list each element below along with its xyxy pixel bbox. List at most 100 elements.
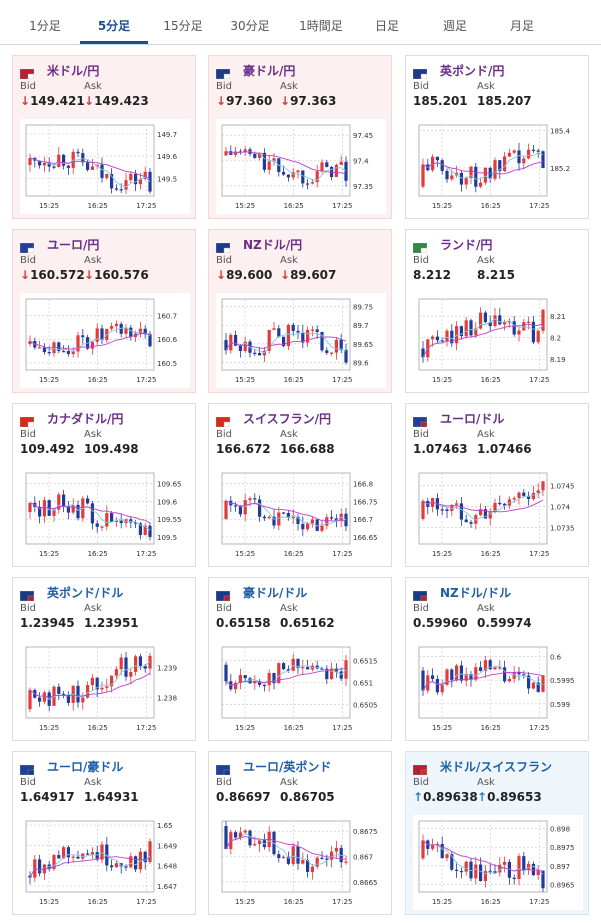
tab-1min[interactable]: 1分足 <box>29 19 61 33</box>
pair-link[interactable]: カナダドル/円 <box>47 412 124 426</box>
currency-card[interactable]: ユーロ/豪ドル Bid Ask 1.64917 1.64931 1.65 1.649 1.64… <box>12 751 196 915</box>
candle-body <box>474 515 478 524</box>
candle-body <box>234 151 238 155</box>
pair-link[interactable]: NZドル/ドル <box>440 586 512 600</box>
currency-card[interactable]: 米ドル/スイスフラン Bid Ask ↑0.89638 ↑0.89653 0.898 0.8… <box>405 751 589 915</box>
x-tick-label: 17:25 <box>332 550 352 558</box>
currency-card[interactable]: 米ドル/円 Bid Ask ↓149.421 ↓149.423 149.7 149.6 149… <box>12 55 196 219</box>
candle-body <box>306 860 310 872</box>
tab-daily[interactable]: 日足 <box>374 19 399 33</box>
pair-link[interactable]: 豪ドル/円 <box>243 64 296 78</box>
candle-body <box>129 173 133 181</box>
mini-chart[interactable]: 0.8675 0.867 0.8665 15:25 16:25 17:25 <box>216 815 386 910</box>
currency-card[interactable]: 豪ドル/ドル Bid Ask 0.65158 0.65162 0.6515 0.651 0.6… <box>208 577 392 741</box>
pair-link[interactable]: 米ドル/円 <box>47 64 100 78</box>
pair-link[interactable]: ユーロ/円 <box>47 238 100 252</box>
pair-link[interactable]: ユーロ/英ポンド <box>243 760 332 774</box>
candle-body <box>110 173 114 189</box>
pair-link[interactable]: スイスフラン/円 <box>243 412 332 426</box>
pair-link[interactable]: NZドル/円 <box>243 238 303 252</box>
mini-chart[interactable]: 109.65 109.6 109.55 109.5 15:25 16:25 17:25 <box>20 467 190 562</box>
candle-body <box>243 675 247 679</box>
candle-body <box>90 166 94 170</box>
candle-body <box>143 666 147 669</box>
currency-card[interactable]: 英ポンド/円 Bid Ask 185.201 185.207 185.4 185.2 15:2… <box>405 55 589 219</box>
currency-card[interactable]: 英ポンド/ドル Bid Ask 1.23945 1.23951 1.239 1.238 15:… <box>12 577 196 741</box>
ask-value: 1.07466 <box>477 442 532 456</box>
ma-long-line <box>422 840 544 873</box>
mini-chart[interactable]: 166.8 166.75 166.7 166.65 15:25 16:25 17:25 <box>216 467 386 562</box>
candle-body <box>459 172 463 185</box>
mini-chart[interactable]: 0.898 0.8975 0.897 0.8965 15:25 16:25 17:25 <box>413 815 583 910</box>
mini-chart[interactable]: 185.4 185.2 15:25 16:25 17:25 <box>413 119 583 214</box>
currency-card[interactable]: ランド/円 Bid Ask 8.212 8.215 8.21 8.2 8.19 15:25 16:… <box>405 229 589 393</box>
candle-body <box>110 326 114 329</box>
candle-body <box>262 152 266 170</box>
candle-body <box>86 853 90 855</box>
pair-link[interactable]: ユーロ/豪ドル <box>47 760 124 774</box>
ma-short-line <box>225 500 347 527</box>
pair-link[interactable]: ユーロ/ドル <box>440 412 505 426</box>
candle-body <box>282 512 286 514</box>
mini-chart[interactable]: 89.75 89.7 89.65 89.6 15:25 16:25 17:25 <box>216 293 386 388</box>
candle-body <box>541 675 545 692</box>
currency-card[interactable]: ユーロ/ドル Bid Ask 1.07463 1.07466 1.0745 1.074 1.0… <box>405 403 589 567</box>
plot-frame <box>418 124 548 197</box>
candle-body <box>86 498 90 504</box>
x-tick-label: 16:25 <box>284 550 304 558</box>
tab-30min[interactable]: 30分足 <box>230 19 270 33</box>
pair-link[interactable]: 英ポンド/ドル <box>47 586 124 600</box>
pair-link[interactable]: 英ポンド/円 <box>440 64 505 78</box>
x-tick-label: 15:25 <box>432 202 452 210</box>
tab-1hour[interactable]: 1時間足 <box>299 19 343 33</box>
bid-value: 166.672 <box>216 442 271 456</box>
mini-chart[interactable]: 0.6 0.5995 0.599 15:25 16:25 17:25 <box>413 641 583 736</box>
candle-body <box>258 840 262 845</box>
x-tick-label: 17:25 <box>332 202 352 210</box>
candle-body <box>445 669 449 685</box>
arrow-up-icon: ↑ <box>477 790 488 804</box>
pair-link[interactable]: ランド/円 <box>440 238 493 252</box>
mini-chart[interactable]: 1.65 1.649 1.648 1.647 15:25 16:25 17:25 <box>20 815 190 910</box>
y-tick-label: 97.35 <box>353 183 373 191</box>
currency-card[interactable]: カナダドル/円 Bid Ask 109.492 109.498 109.65 109.6 10… <box>12 403 196 567</box>
mini-chart[interactable]: 160.7 160.6 160.5 15:25 16:25 17:25 <box>20 293 190 388</box>
candle-body <box>57 686 61 694</box>
ma-short-line <box>29 852 151 878</box>
candle-body <box>306 329 310 343</box>
candle-body <box>310 329 314 331</box>
currency-card[interactable]: ユーロ/英ポンド Bid Ask 0.86697 0.86705 0.8675 0.867 0… <box>208 751 392 915</box>
mini-chart[interactable]: 1.239 1.238 15:25 16:25 17:25 <box>20 641 190 736</box>
mini-chart[interactable]: 0.6515 0.651 0.6505 15:25 16:25 17:25 <box>216 641 386 736</box>
candle-body <box>76 504 80 519</box>
mini-chart[interactable]: 1.0745 1.074 1.0735 15:25 16:25 17:25 <box>413 467 583 562</box>
currency-card[interactable]: スイスフラン/円 Bid Ask 166.672 166.688 166.8 166.75 1… <box>208 403 392 567</box>
currency-card[interactable]: ユーロ/円 Bid Ask ↓160.572 ↓160.576 160.7 160.6 160… <box>12 229 196 393</box>
tab-monthly[interactable]: 月足 <box>509 19 534 33</box>
pair-link[interactable]: 米ドル/スイスフラン <box>440 760 553 774</box>
tab-5min[interactable]: 5分足 <box>80 0 148 44</box>
mini-chart[interactable]: 8.21 8.2 8.19 15:25 16:25 17:25 <box>413 293 583 388</box>
candle-body <box>445 509 449 511</box>
x-tick-label: 17:25 <box>136 898 156 906</box>
y-tick-label: 1.238 <box>157 694 177 702</box>
candle-body <box>301 332 305 343</box>
x-tick-label: 15:25 <box>432 898 452 906</box>
currency-card[interactable]: NZドル/円 Bid Ask ↓89.600 ↓89.607 89.75 89.7 89.65… <box>208 229 392 393</box>
y-tick-label: 0.8965 <box>550 882 575 890</box>
candle-body <box>71 856 75 858</box>
ask-label: Ask <box>84 777 102 788</box>
y-tick-label: 149.7 <box>157 131 177 139</box>
tab-15min[interactable]: 15分足 <box>163 19 203 33</box>
candle-body <box>243 500 247 515</box>
candlestick-chart: 166.8 166.75 166.7 166.65 15:25 16:25 17:25 <box>221 472 378 558</box>
currency-card[interactable]: 豪ドル/円 Bid Ask ↓97.360 ↓97.363 97.45 97.4 97.35 1… <box>208 55 392 219</box>
currency-card[interactable]: NZドル/ドル Bid Ask 0.59960 0.59974 0.6 0.5995 0.59… <box>405 577 589 741</box>
x-tick-label: 15:25 <box>39 898 59 906</box>
ask-label: Ask <box>280 777 298 788</box>
tab-weekly[interactable]: 週足 <box>442 19 467 33</box>
mini-chart[interactable]: 149.7 149.6 149.5 15:25 16:25 17:25 <box>20 119 190 214</box>
pair-link[interactable]: 豪ドル/ドル <box>243 586 308 600</box>
candle-body <box>81 697 85 703</box>
mini-chart[interactable]: 97.45 97.4 97.35 15:25 16:25 17:25 <box>216 119 386 214</box>
